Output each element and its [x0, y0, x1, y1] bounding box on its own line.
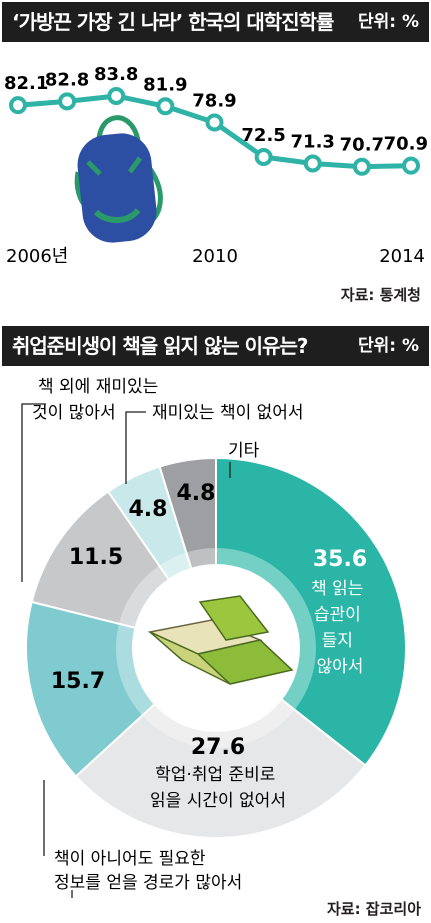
data-point [303, 154, 322, 173]
x-tick-label-2006: 2006년 [6, 246, 68, 267]
leader-lines [21, 403, 231, 898]
value-label-no-fun-books: 4.8 [129, 497, 168, 522]
value-label-other-sources: 15.7 [51, 669, 105, 694]
line-chart-source: 자료: 통계청 [340, 286, 421, 304]
data-point [156, 97, 175, 116]
slice-label-no-habit: 책 읽는 습관이 들지 않아서 [311, 579, 369, 677]
data-point [9, 96, 27, 115]
slice-label-no-time: 학업·취업 준비로 읽을 시간이 없어서 [150, 765, 286, 811]
book-illustration [147, 595, 294, 685]
slice-label-other-fun: 책 외에 재미있는 것이 많아서 [32, 377, 164, 423]
line-chart-title: ‘가방끈 가장 긴 나라’ 한국의 대학진학률 [12, 10, 334, 34]
value-label-other-fun: 11.5 [69, 545, 123, 570]
data-label: 71.3 [291, 132, 335, 153]
backpack-illustration [74, 115, 163, 243]
donut-slice [74, 646, 367, 839]
data-point [254, 148, 273, 167]
line-chart-title-bar: ‘가방끈 가장 긴 나라’ 한국의 대학진학률 단위: % [2, 2, 429, 42]
data-label: 82.8 [45, 69, 89, 90]
slice-label-other-sources: 책이 아니어도 필요한 정보를 얻을 경로가 많아서 [54, 849, 242, 893]
data-point [205, 113, 224, 132]
pie-chart-title-bar: 취업준비생이 책을 읽지 않는 이유는? 단위: % [2, 326, 429, 366]
data-point [402, 156, 420, 175]
value-label-no-habit: 35.6 [313, 547, 367, 572]
x-tick-label-2010: 2010 [192, 246, 238, 267]
data-point [58, 92, 77, 111]
data-label: 70.7 [340, 135, 384, 156]
pie-chart-source: 자료: 잡코리아 [326, 900, 421, 918]
slice-label-etc: 기타 [228, 441, 260, 461]
value-label-etc: 4.8 [177, 481, 216, 506]
pie-chart-title: 취업준비생이 책을 읽지 않는 이유는? [12, 334, 308, 358]
x-tick-label-2014: 2014 [379, 246, 425, 267]
line-chart-unit: 단위: % [357, 12, 419, 32]
data-label: 83.8 [94, 64, 138, 85]
data-label: 82.1 [4, 73, 48, 94]
donut-slice [215, 456, 407, 767]
value-label-no-time: 27.6 [191, 735, 245, 760]
data-label: 81.9 [143, 74, 187, 95]
data-point [107, 87, 126, 105]
slice-label-no-fun-books: 재미있는 책이 없어서 [152, 403, 304, 423]
data-point [352, 157, 371, 176]
data-label: 72.5 [241, 125, 285, 146]
donut-chart: 책 외에 재미있는 것이 많아서 재미있는 책이 없어서 기타 책이 아니어도 … [21, 377, 407, 898]
data-label: 78.9 [192, 90, 236, 111]
pie-chart-unit: 단위: % [357, 336, 419, 356]
line-chart: 82.182.8 83.8 81.978.972.5 71.3 70.7 70.9 200… [4, 64, 428, 267]
data-label: 70.9 [384, 134, 428, 155]
